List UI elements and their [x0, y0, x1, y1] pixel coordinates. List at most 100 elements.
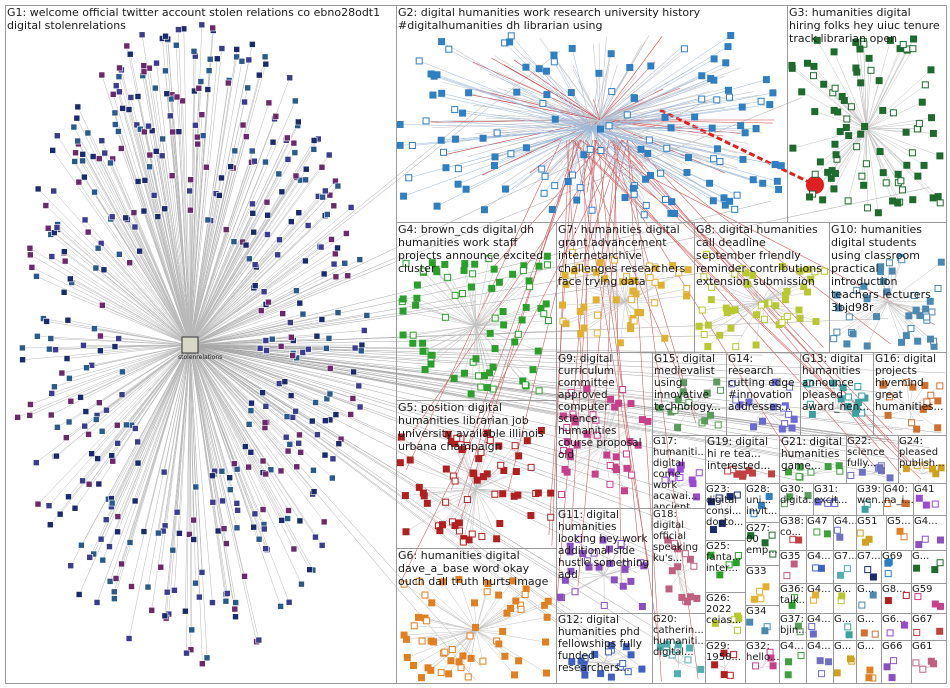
- edge: [176, 97, 191, 346]
- node: [196, 593, 203, 601]
- node: [884, 411, 892, 419]
- edge: [909, 395, 931, 409]
- node: [907, 324, 915, 332]
- node: [50, 187, 58, 195]
- node: [573, 196, 581, 204]
- edge: [424, 488, 477, 497]
- node: [812, 317, 820, 325]
- node: [690, 562, 698, 570]
- node: [302, 165, 310, 173]
- node: [769, 662, 777, 670]
- node: [512, 597, 520, 605]
- node: [444, 430, 452, 438]
- node: [603, 451, 611, 459]
- node: [436, 527, 444, 535]
- node: [766, 648, 774, 656]
- edge: [822, 128, 867, 200]
- edge: [189, 318, 889, 346]
- node: [451, 291, 459, 299]
- node: [762, 76, 770, 84]
- edge: [186, 344, 191, 654]
- node: [111, 343, 119, 350]
- node: [886, 629, 894, 637]
- edge: [171, 175, 191, 346]
- edge: [463, 270, 477, 327]
- edge: [457, 128, 592, 185]
- node: [214, 55, 221, 63]
- node: [419, 267, 427, 275]
- edge: [111, 344, 191, 499]
- node: [131, 223, 139, 231]
- node: [326, 365, 334, 372]
- node: [495, 278, 503, 286]
- node: [112, 82, 120, 90]
- edge: [711, 299, 762, 303]
- node: [662, 195, 670, 203]
- node: [320, 518, 328, 526]
- node: [413, 281, 421, 289]
- node: [771, 378, 779, 386]
- edge: [624, 288, 687, 303]
- edge: [591, 125, 741, 129]
- node: [902, 332, 910, 340]
- node: [54, 424, 61, 431]
- node: [81, 216, 89, 224]
- node: [198, 21, 206, 29]
- edge: [472, 273, 477, 327]
- node: [588, 206, 596, 214]
- edge: [436, 128, 592, 207]
- edge: [570, 571, 605, 576]
- node: [665, 585, 673, 593]
- node: [322, 187, 329, 195]
- edge: [546, 94, 592, 129]
- node: [84, 228, 92, 236]
- group-box: [911, 640, 947, 684]
- node: [108, 499, 116, 507]
- node: [295, 118, 302, 126]
- edge: [475, 269, 495, 327]
- node: [451, 477, 459, 485]
- edge: [189, 291, 265, 346]
- node: [190, 536, 197, 543]
- edge: [499, 100, 601, 121]
- node: [931, 500, 939, 508]
- edge: [442, 581, 477, 631]
- node: [66, 375, 73, 382]
- node: [95, 155, 103, 162]
- edge: [189, 51, 195, 346]
- node: [250, 523, 257, 531]
- edge: [189, 344, 691, 530]
- node: [460, 369, 468, 377]
- node: [921, 81, 929, 89]
- edge: [445, 119, 601, 155]
- edge: [189, 275, 348, 346]
- edge: [883, 383, 910, 409]
- edge: [189, 56, 266, 346]
- node: [813, 36, 821, 44]
- node: [720, 671, 728, 679]
- node: [830, 185, 838, 193]
- edge: [475, 471, 517, 490]
- edge: [624, 301, 665, 339]
- edge: [599, 87, 728, 121]
- edge: [541, 128, 592, 170]
- node: [710, 76, 718, 84]
- edge: [189, 344, 571, 611]
- node: [480, 206, 488, 214]
- node: [483, 384, 491, 392]
- node: [312, 533, 319, 541]
- node: [567, 388, 575, 396]
- node: [175, 26, 182, 33]
- node: [610, 576, 618, 584]
- node: [413, 294, 421, 302]
- edge: [189, 344, 639, 665]
- edge: [189, 121, 299, 346]
- edge: [866, 70, 872, 129]
- edge: [586, 139, 661, 658]
- node: [81, 422, 89, 430]
- node: [733, 191, 741, 199]
- edge: [432, 94, 592, 129]
- edge: [702, 301, 762, 311]
- node: [438, 521, 446, 529]
- node: [884, 559, 892, 567]
